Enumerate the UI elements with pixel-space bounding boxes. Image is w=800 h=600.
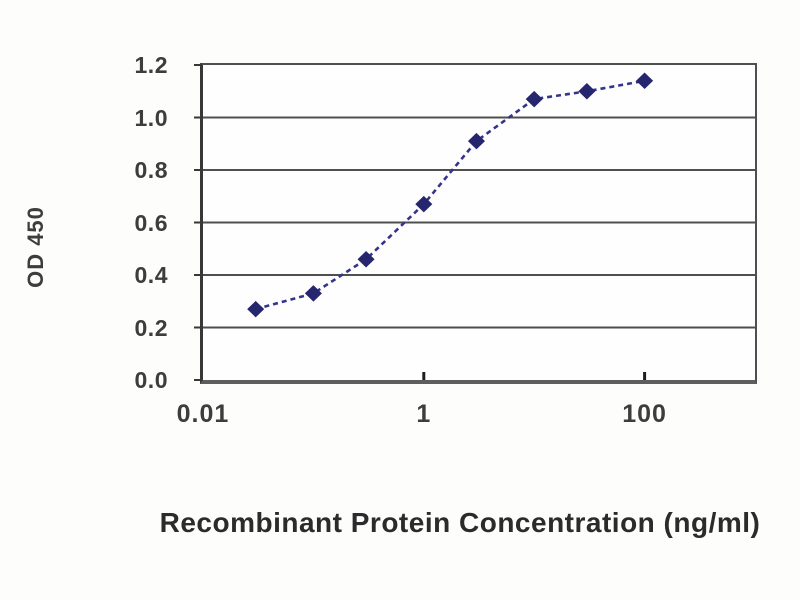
x-axis-title: Recombinant Protein Concentration (ng/ml… <box>159 507 761 538</box>
data-point-marker <box>578 83 596 100</box>
series-line <box>255 79 645 311</box>
y-tick-label: 0.6 <box>134 209 168 236</box>
y-tick-label: 0.0 <box>134 367 168 393</box>
y-tick-label: 0.2 <box>134 314 168 341</box>
data-point-marker <box>525 90 543 108</box>
x-tick-label: 1 <box>416 400 432 428</box>
data-point-marker <box>304 285 322 302</box>
y-tick-label: 1.2 <box>134 52 168 78</box>
y-tick-label: 1.0 <box>134 104 168 131</box>
data-point-marker <box>415 195 433 213</box>
y-axis-title: OD 450 <box>23 206 48 288</box>
x-tick-label: 100 <box>622 400 667 428</box>
data-point-marker <box>247 300 265 318</box>
x-tick-label: 0.01 <box>176 400 230 428</box>
data-point-marker <box>636 72 654 89</box>
data-point-marker <box>467 132 485 150</box>
data-point-marker <box>357 251 375 268</box>
y-tick-label: 0.4 <box>134 262 168 288</box>
y-tick-label: 0.8 <box>134 157 168 183</box>
